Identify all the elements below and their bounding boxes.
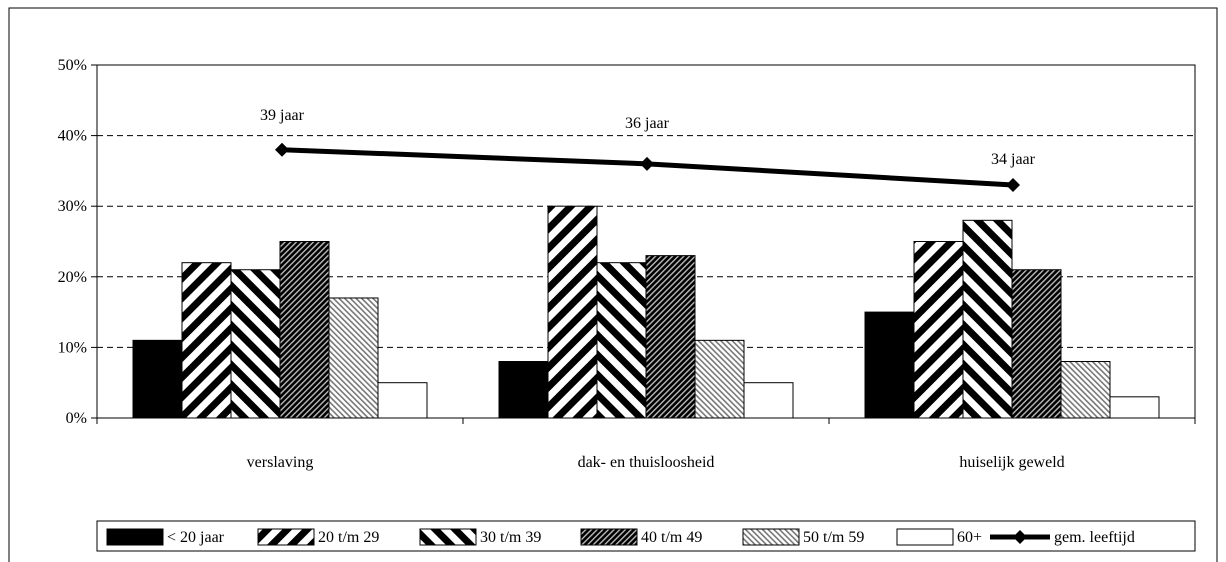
bar xyxy=(864,311,915,419)
legend-swatch xyxy=(257,528,315,546)
legend-swatch xyxy=(580,528,638,546)
legend-label: 20 t/m 29 xyxy=(318,529,379,546)
bar xyxy=(230,269,281,419)
bar xyxy=(1060,361,1111,419)
average-age-label: 39 jaar xyxy=(260,107,305,124)
bar xyxy=(645,255,696,419)
legend-swatch xyxy=(742,528,800,546)
average-age-line xyxy=(275,142,1020,193)
legend-label: gem. leeftijd xyxy=(1054,529,1135,546)
bar xyxy=(279,241,330,419)
average-age-label: 34 jaar xyxy=(991,151,1036,168)
average-age-label: 36 jaar xyxy=(625,115,670,132)
axes xyxy=(91,64,1196,424)
bar xyxy=(547,205,598,419)
bar xyxy=(181,262,232,419)
legend-label: < 20 jaar xyxy=(167,529,225,546)
bar xyxy=(962,219,1013,419)
bar xyxy=(743,382,794,419)
category-label: dak- en thuisloosheid xyxy=(578,454,715,471)
bar xyxy=(1011,269,1062,419)
legend-swatch xyxy=(106,528,164,546)
legend-label: 50 t/m 59 xyxy=(803,529,864,546)
legend: < 20 jaar 20 t/m 29 30 t/m 39 40 t/m 49 50 t… xyxy=(106,528,1135,546)
category-label: verslaving xyxy=(247,454,314,471)
legend-label: 60+ xyxy=(957,529,982,546)
y-tick-label: 10% xyxy=(58,339,87,356)
y-tick-label: 20% xyxy=(58,269,87,286)
legend-line-marker xyxy=(1013,530,1027,544)
bar xyxy=(913,241,964,419)
bar xyxy=(132,339,183,419)
category-label: huiselijk geweld xyxy=(959,454,1064,471)
legend-label: 30 t/m 39 xyxy=(480,529,541,546)
axis-labels: 0% 10% 20% 30% 40% 50% verslaving dak- en thuis… xyxy=(58,57,1065,471)
average-age-marker xyxy=(640,156,654,171)
bar xyxy=(377,382,428,419)
bar xyxy=(694,339,745,419)
y-tick-label: 30% xyxy=(58,198,87,215)
average-age-marker xyxy=(275,142,289,157)
bar xyxy=(498,361,549,419)
y-tick-label: 0% xyxy=(66,410,87,427)
y-tick-label: 50% xyxy=(58,57,87,74)
legend-label: 40 t/m 49 xyxy=(641,529,702,546)
plot-area-border xyxy=(96,64,1196,419)
average-age-marker xyxy=(1006,178,1020,193)
bar xyxy=(596,262,647,419)
legend-swatch xyxy=(896,528,954,546)
y-tick-label: 40% xyxy=(58,128,87,145)
bars xyxy=(132,205,1160,419)
legend-swatch xyxy=(419,528,477,546)
bar xyxy=(328,297,379,419)
bar xyxy=(1109,396,1160,419)
